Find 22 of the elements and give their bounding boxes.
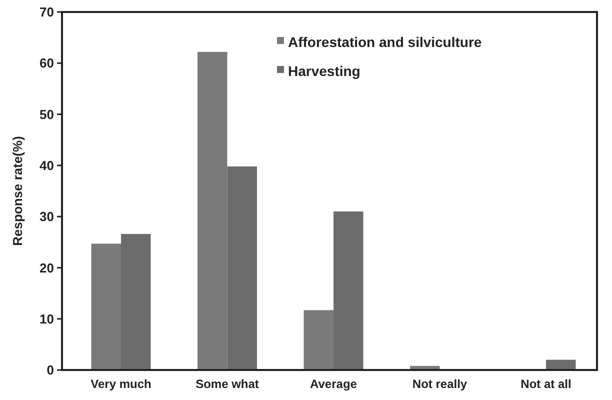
x-tick-label: Average [310, 377, 358, 391]
y-tick-label: 40 [40, 158, 54, 173]
bar [334, 211, 364, 370]
y-tick-label: 20 [40, 260, 54, 276]
y-tick-label: 50 [40, 106, 54, 122]
y-tick-label: 10 [40, 311, 54, 326]
y-tick-label: 70 [40, 4, 54, 20]
y-tick-label: 30 [40, 209, 54, 224]
x-tick-label: Not really [412, 377, 468, 391]
x-tick-label: Very much [90, 377, 152, 391]
y-tick-label: 0 [46, 362, 54, 378]
legend-label: Harvesting [288, 62, 360, 79]
bar [198, 52, 228, 370]
y-axis-title: Response rate(%) [10, 136, 25, 246]
y-tick-label: 60 [40, 56, 54, 71]
x-tick-label: Not at all [520, 377, 572, 391]
bar [304, 310, 334, 370]
x-tick-label: Some what [196, 377, 259, 391]
bar [227, 166, 257, 370]
bar [121, 234, 151, 370]
legend-label: Afforestation and silviculture [288, 34, 482, 50]
bar [91, 244, 121, 370]
